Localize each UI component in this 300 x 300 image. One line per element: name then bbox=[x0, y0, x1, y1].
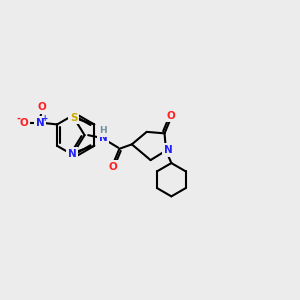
Text: N: N bbox=[164, 145, 173, 155]
Text: N: N bbox=[35, 118, 44, 128]
Text: N: N bbox=[99, 133, 107, 142]
Text: O: O bbox=[167, 110, 176, 121]
Text: O: O bbox=[108, 162, 117, 172]
Text: S: S bbox=[70, 113, 78, 123]
Text: +: + bbox=[42, 114, 48, 123]
Text: O: O bbox=[20, 118, 28, 128]
Text: N: N bbox=[68, 149, 77, 159]
Text: O: O bbox=[37, 102, 46, 112]
Text: -: - bbox=[16, 113, 20, 124]
Text: H: H bbox=[99, 127, 107, 136]
